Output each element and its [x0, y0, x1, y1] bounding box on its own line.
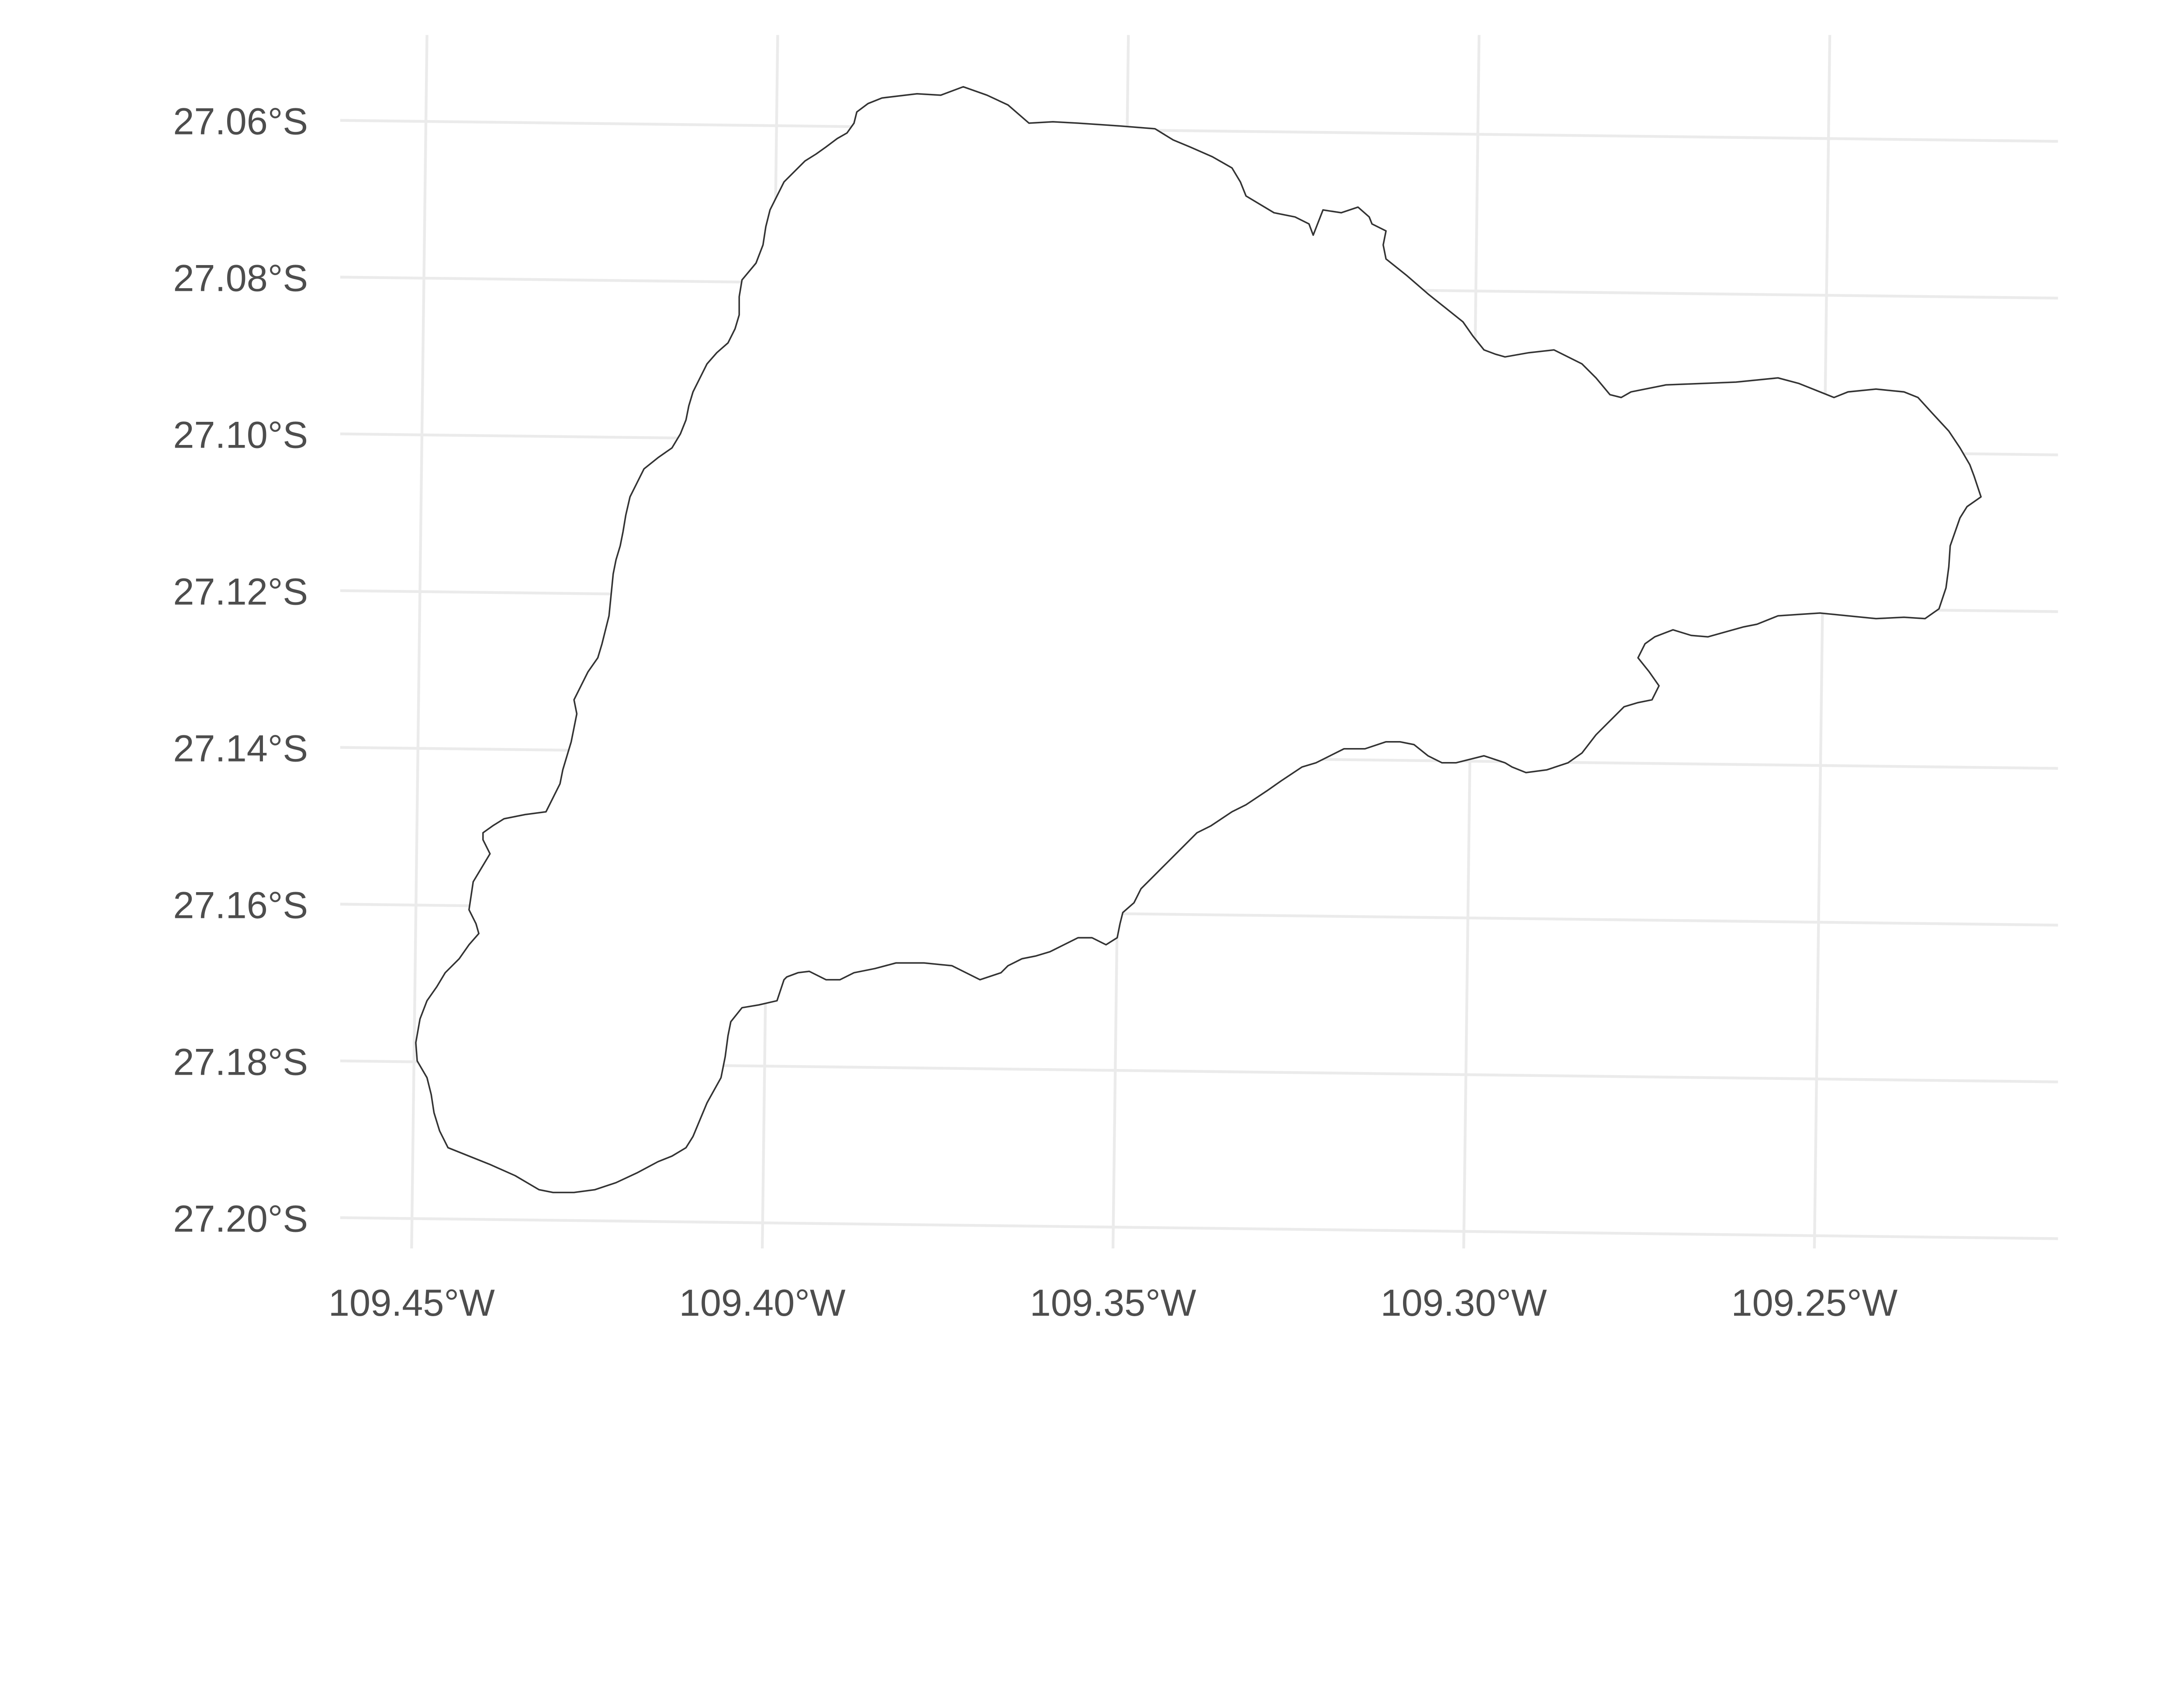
y-tick-label: 27.06°S — [173, 101, 308, 143]
latitude-gridline — [340, 1216, 2058, 1240]
y-tick-label: 27.10°S — [173, 414, 308, 456]
x-tick-label: 109.25°W — [1731, 1282, 1897, 1324]
y-axis: 27.06°S 27.08°S 27.10°S 27.12°S 27.14°S 27.16… — [173, 101, 308, 1240]
y-tick-label: 27.18°S — [173, 1041, 308, 1083]
y-tick-label: 27.08°S — [173, 258, 308, 300]
x-axis: 109.45°W 109.40°W 109.35°W 109.30°W 109.25°W — [328, 1282, 1898, 1324]
longitude-gridline — [410, 35, 429, 1249]
y-tick-label: 27.14°S — [173, 728, 308, 770]
y-tick-label: 27.20°S — [173, 1198, 308, 1240]
latitude-gridline — [340, 119, 2058, 143]
y-tick-label: 27.12°S — [173, 571, 308, 613]
map-plot: 27.06°S 27.08°S 27.10°S 27.12°S 27.14°S 27.16… — [173, 35, 2058, 1324]
x-tick-label: 109.30°W — [1381, 1282, 1547, 1324]
island-outline — [415, 86, 1982, 1193]
x-tick-label: 109.35°W — [1030, 1282, 1196, 1324]
y-tick-label: 27.16°S — [173, 885, 308, 927]
x-tick-label: 109.40°W — [679, 1282, 846, 1324]
longitude-gridline — [1813, 35, 1832, 1249]
x-tick-label: 109.45°W — [328, 1282, 495, 1324]
